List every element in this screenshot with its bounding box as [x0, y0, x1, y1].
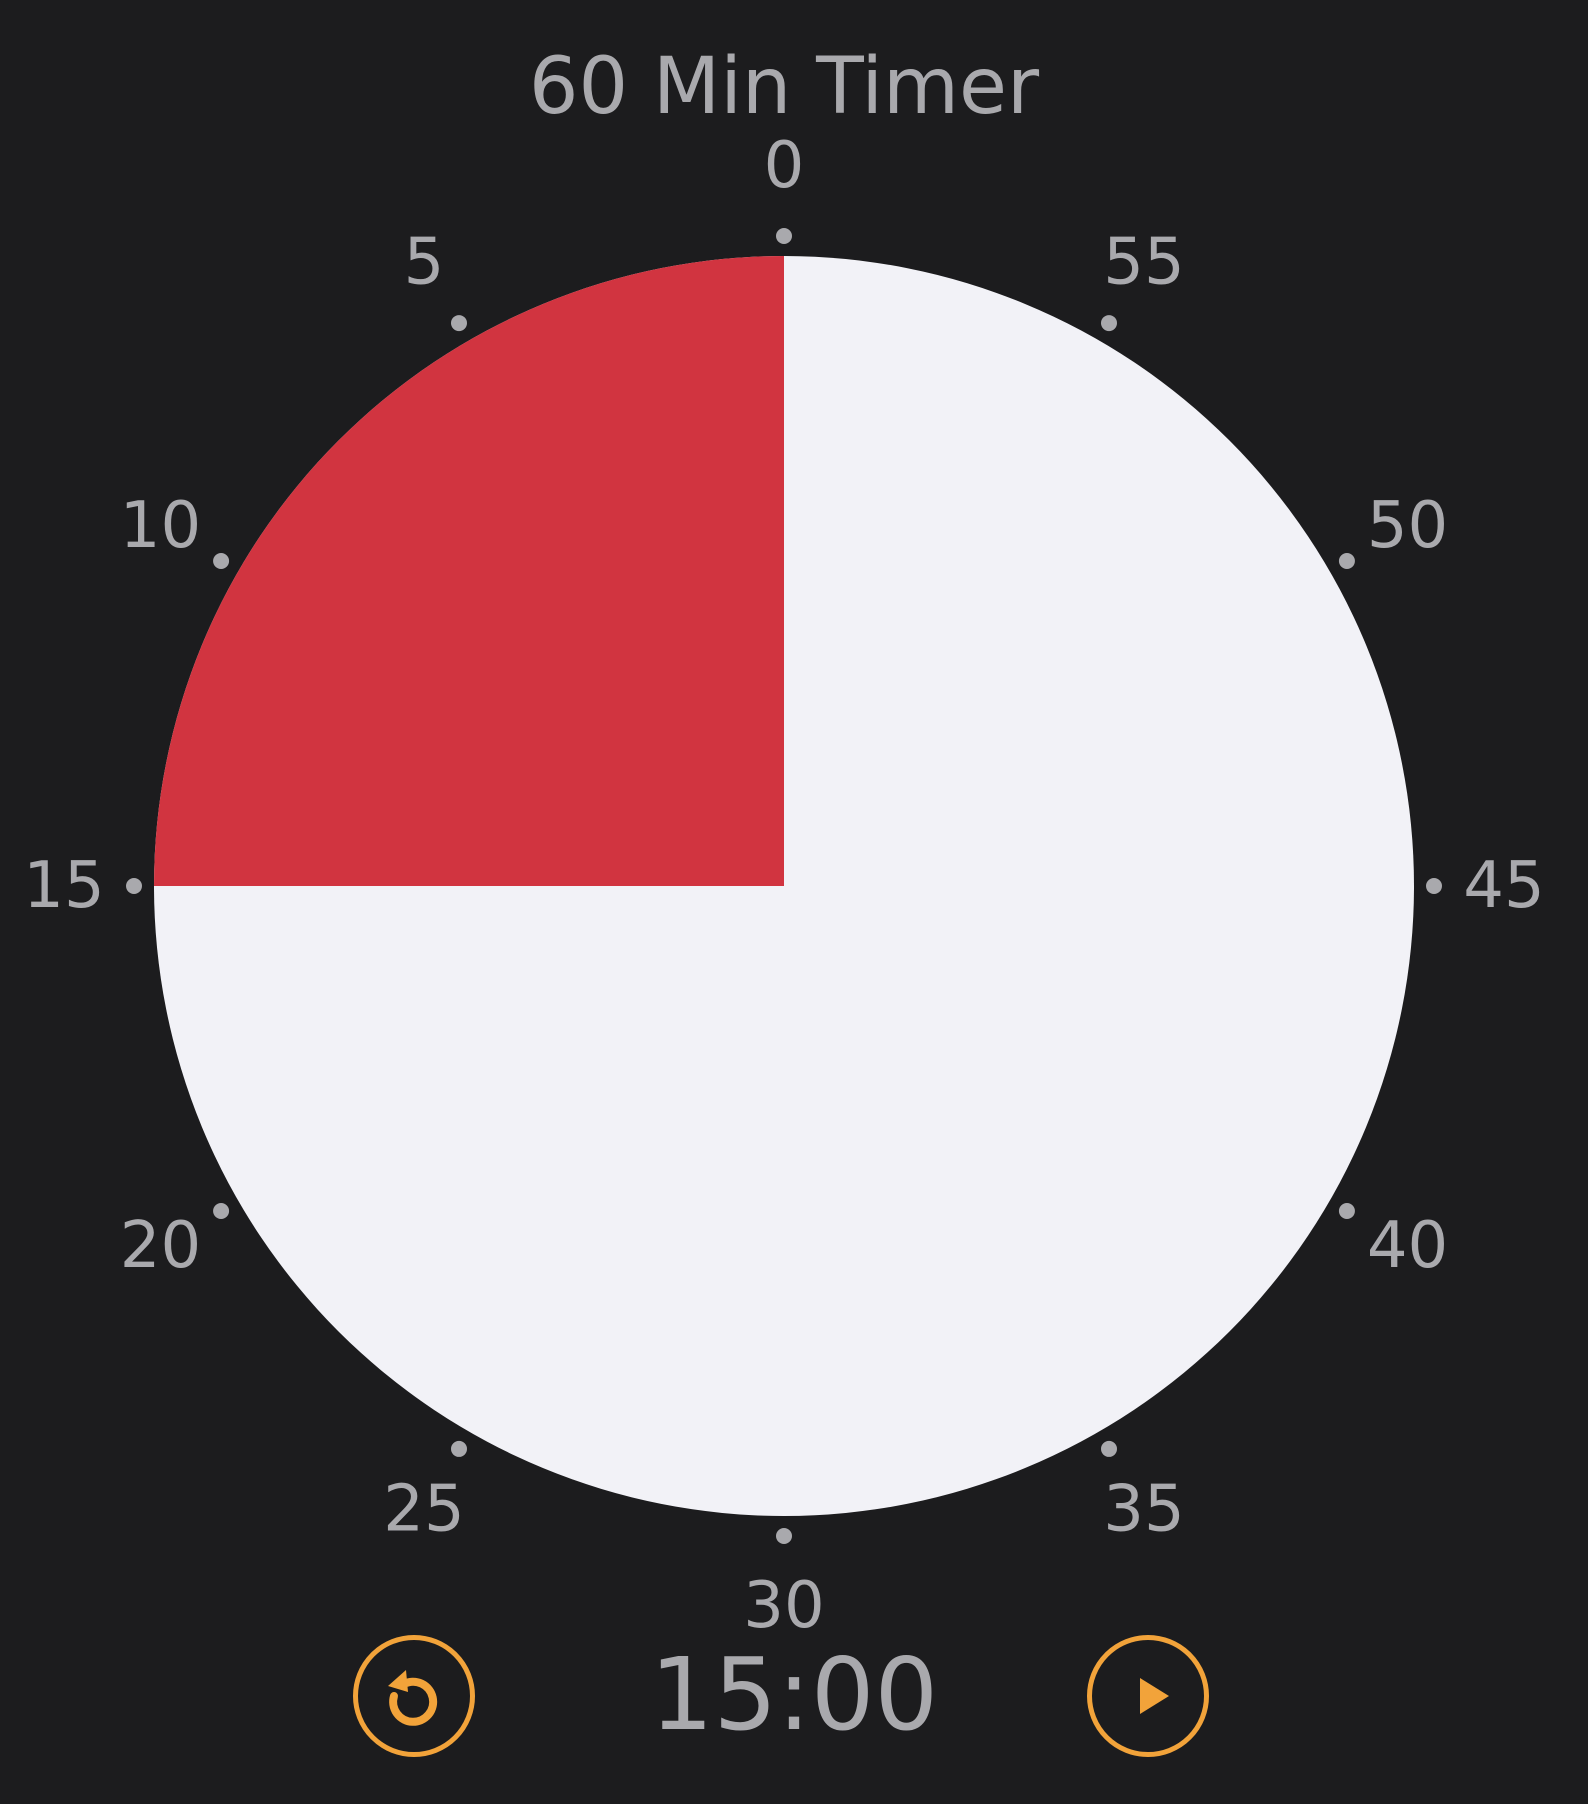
tick-dot-55	[1101, 315, 1117, 332]
tick-dot-10	[213, 553, 230, 569]
play-icon	[1140, 1678, 1169, 1714]
dial-label-45: 45	[1463, 849, 1544, 923]
dial-label-30: 30	[743, 1569, 824, 1643]
dial-label-5: 5	[404, 225, 445, 299]
app-title: 60 Min Timer	[529, 42, 1040, 132]
dial-label-0: 0	[764, 129, 805, 203]
reset-button[interactable]	[353, 1635, 475, 1757]
dial-label-15: 15	[23, 849, 104, 923]
tick-dot-35	[1101, 1440, 1117, 1457]
tick-dot-40	[1338, 1203, 1355, 1219]
tick-dot-15	[126, 878, 142, 894]
tick-dot-0	[776, 228, 792, 244]
play-button[interactable]	[1087, 1635, 1209, 1757]
reset-icon	[388, 1670, 438, 1726]
remaining-time-sector	[154, 256, 784, 886]
tick-dot-50	[1338, 553, 1355, 569]
dial-ticks	[126, 228, 1442, 1544]
time-display: 15:00	[649, 1636, 939, 1753]
dial-label-40: 40	[1367, 1209, 1448, 1283]
dial-labels: 0 5 10 15 20 25 30 35 40 45 50 55	[23, 129, 1544, 1643]
tick-dot-25	[451, 1440, 467, 1457]
tick-dot-20	[213, 1203, 230, 1219]
tick-dot-5	[451, 315, 467, 332]
tick-dot-45	[1426, 878, 1442, 894]
dial-label-35: 35	[1103, 1473, 1184, 1547]
dial-label-50: 50	[1367, 489, 1448, 563]
dial-label-25: 25	[383, 1473, 464, 1547]
dial-label-20: 20	[120, 1209, 201, 1283]
dial-label-10: 10	[120, 489, 201, 563]
tick-dot-30	[776, 1528, 792, 1544]
dial-label-55: 55	[1103, 225, 1184, 299]
